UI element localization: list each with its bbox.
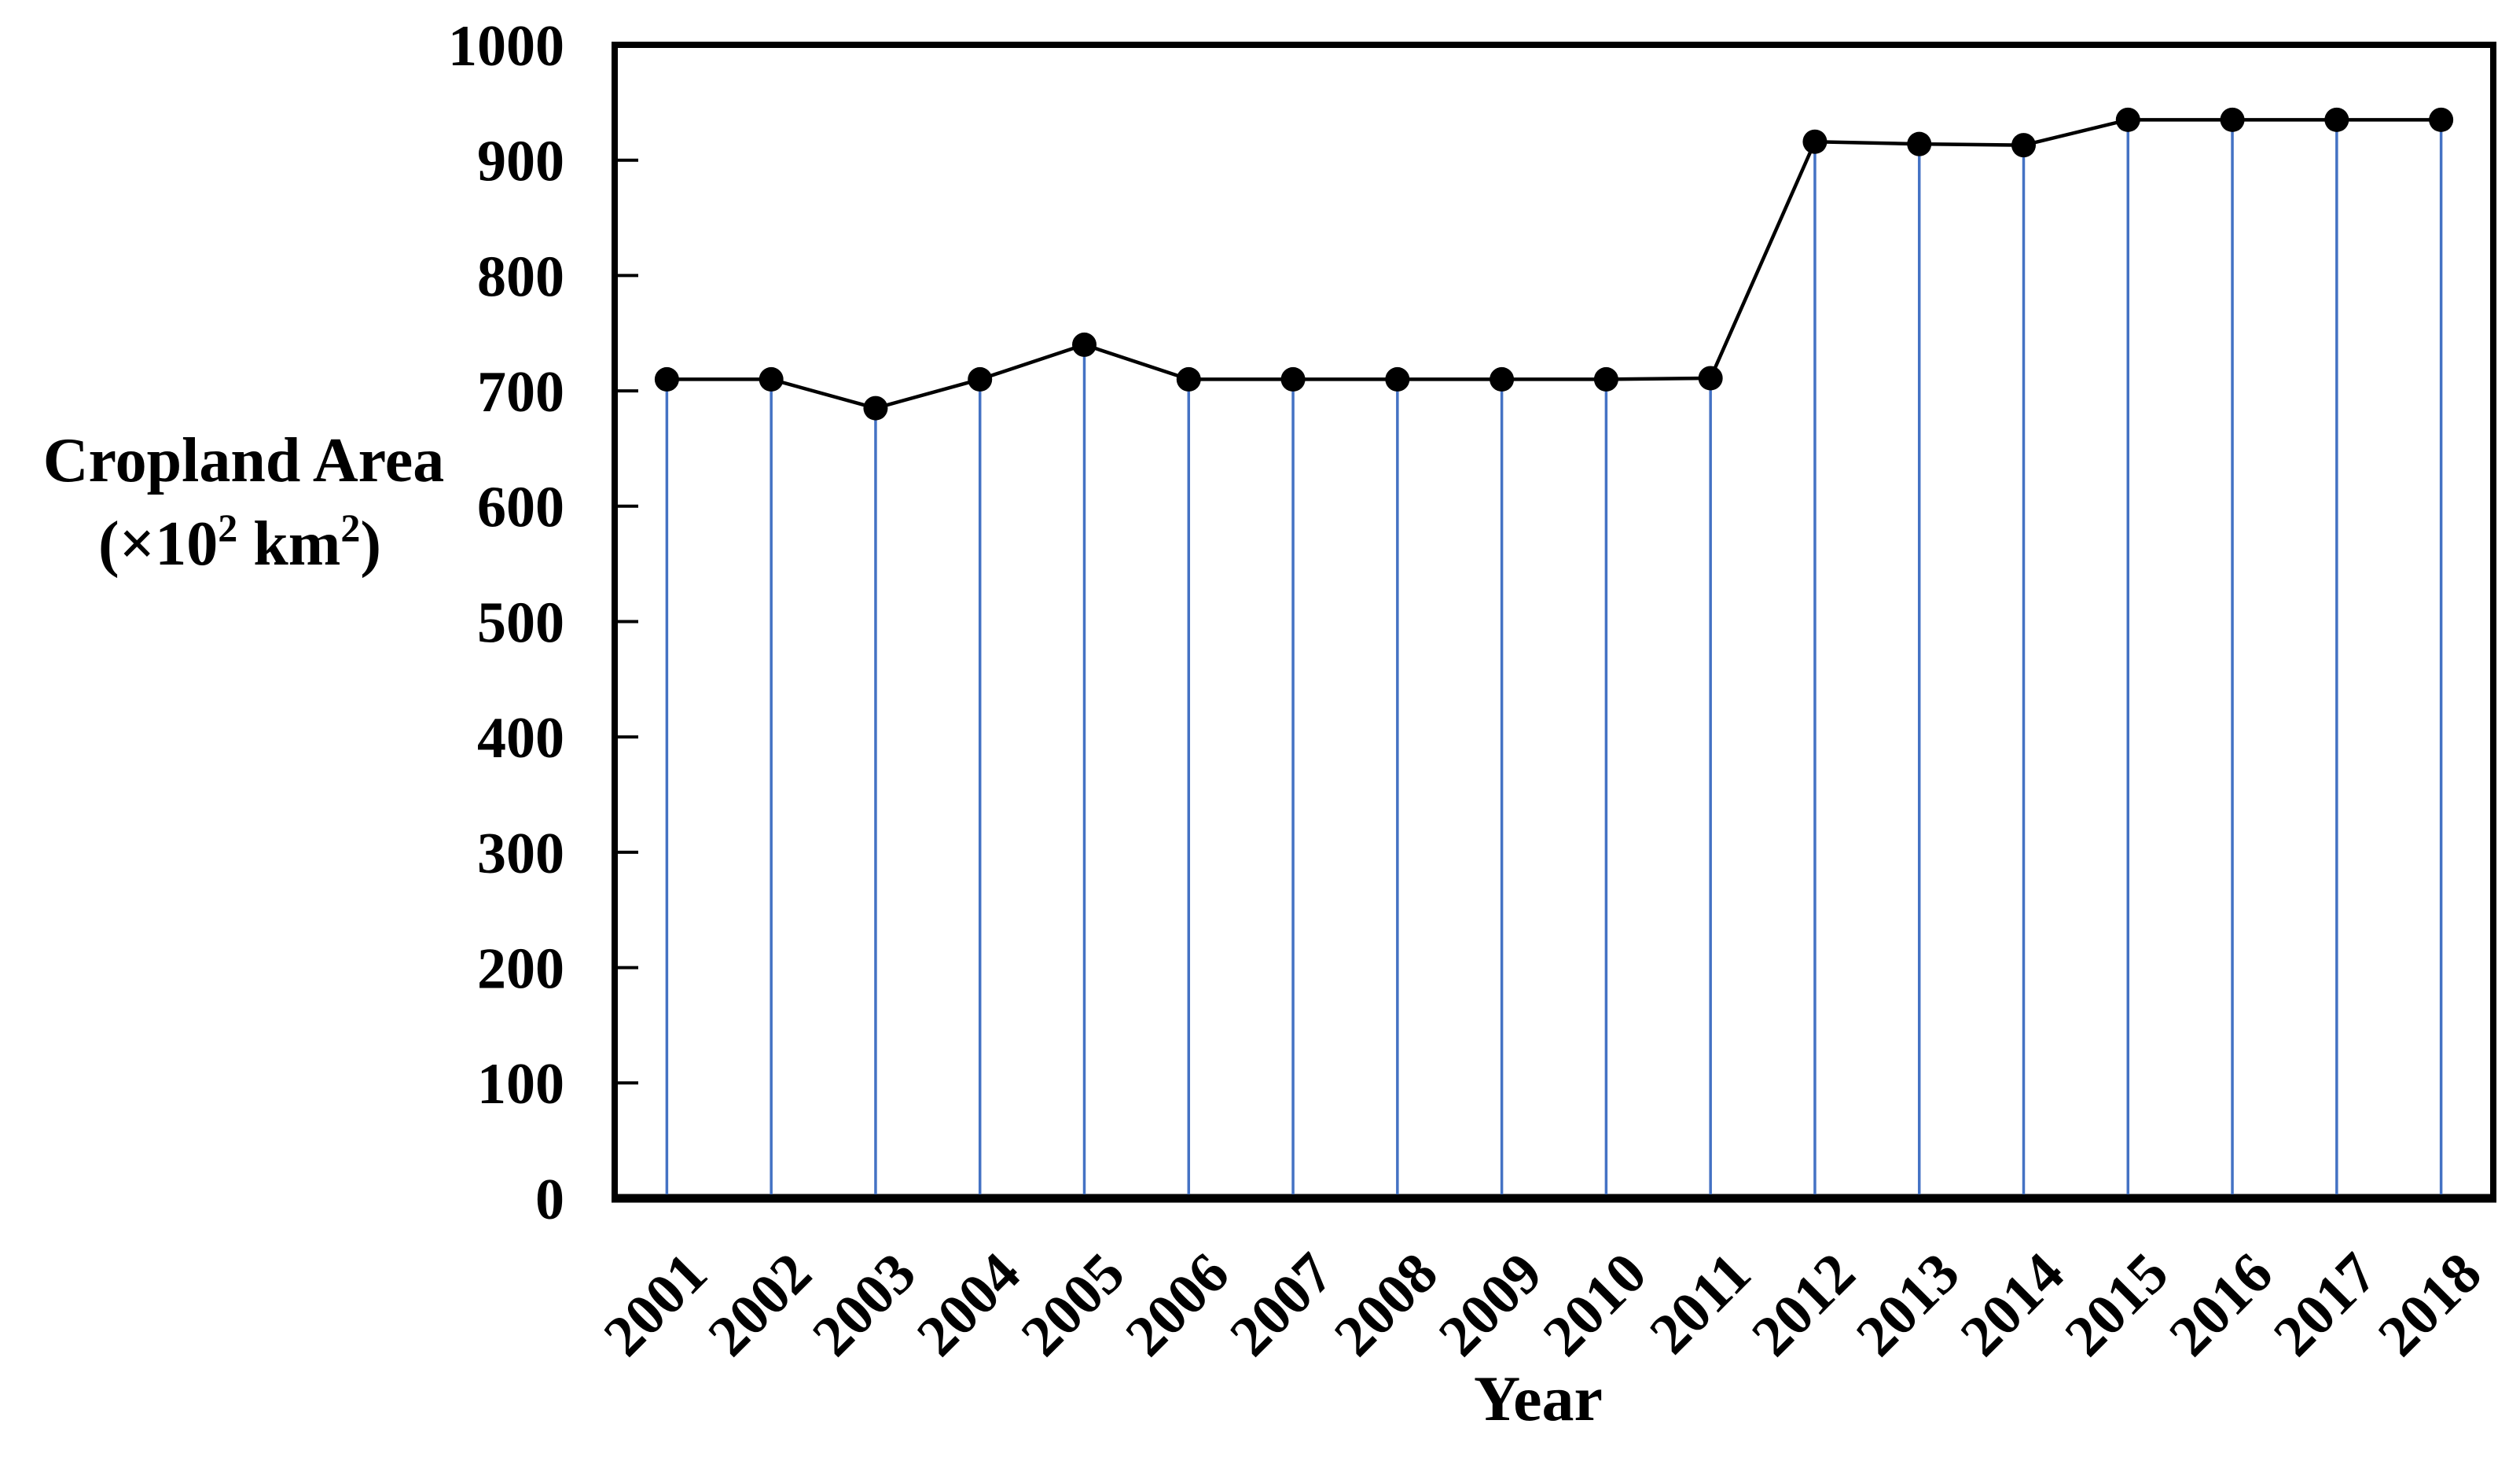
x-tick-label: 2013 [1844,1241,1972,1369]
y-axis-title-segment: km [237,510,340,579]
x-tick-label: 2005 [1009,1241,1137,1369]
y-tick-label: 200 [477,937,564,1002]
series-line [667,118,2441,410]
x-tick-label: 2017 [2261,1241,2390,1369]
data-point-marker [1593,366,1618,392]
x-tick-label: 2009 [1427,1241,1555,1369]
x-tick-label: 2012 [1739,1241,1868,1369]
data-point-marker [1176,366,1201,392]
y-tick-label: 600 [477,476,564,540]
y-tick-label: 700 [477,360,564,425]
y-tick-label: 100 [477,1052,564,1117]
data-point-marker [1490,366,1515,392]
x-tick-label: 2015 [2053,1241,2181,1369]
data-point-marker [2429,107,2454,132]
data-point-marker [2115,107,2140,132]
y-axis-title-line1: Cropland Area [43,426,444,495]
y-tick-label: 300 [477,822,564,886]
x-tick-label: 2004 [905,1241,1033,1369]
data-point-marker [759,366,784,392]
data-point-marker [2220,107,2245,132]
data-point-marker [654,366,679,392]
x-tick-label: 2006 [1114,1241,1242,1369]
x-tick-label: 2011 [1637,1241,1763,1367]
x-tick-label: 2002 [696,1241,825,1369]
y-tick-label: 0 [535,1168,564,1232]
y-axis-title-segment: 2 [340,506,360,550]
data-point-marker [1072,332,1097,357]
y-axis-title-segment: (×10 [98,510,218,579]
data-point-marker [863,396,888,421]
x-tick-label: 2003 [800,1241,928,1369]
x-axis-title: Year [1474,1363,1603,1434]
x-tick-label: 2014 [1949,1241,2077,1369]
data-point-marker [2011,133,2036,158]
data-point-marker [1385,366,1410,392]
data-point-marker [968,366,993,392]
y-tick-label: 800 [477,245,564,309]
y-axis-title-segment: 2 [218,506,237,550]
y-tick-label: 900 [477,130,564,194]
data-point-marker [1698,366,1723,391]
x-tick-label: 2016 [2157,1241,2285,1369]
plot-border [612,42,2496,1201]
x-tick-label: 2008 [1322,1241,1450,1369]
x-tick-label: 2001 [592,1241,720,1369]
data-point-marker [1802,129,1828,154]
data-point-marker [2324,107,2349,132]
y-tick-label: 1000 [448,14,564,79]
x-tick-label: 2018 [2366,1241,2494,1369]
y-tick-label: 500 [477,591,564,655]
x-tick-label: 2010 [1531,1241,1659,1369]
y-tick-label: 400 [477,706,564,771]
data-point-marker [1280,366,1306,392]
y-axis-title-segment: ) [360,510,381,579]
x-tick-label: 2007 [1218,1241,1346,1369]
data-point-marker [1907,131,1932,156]
y-axis-title-line2: (×102 km2) [98,506,381,579]
